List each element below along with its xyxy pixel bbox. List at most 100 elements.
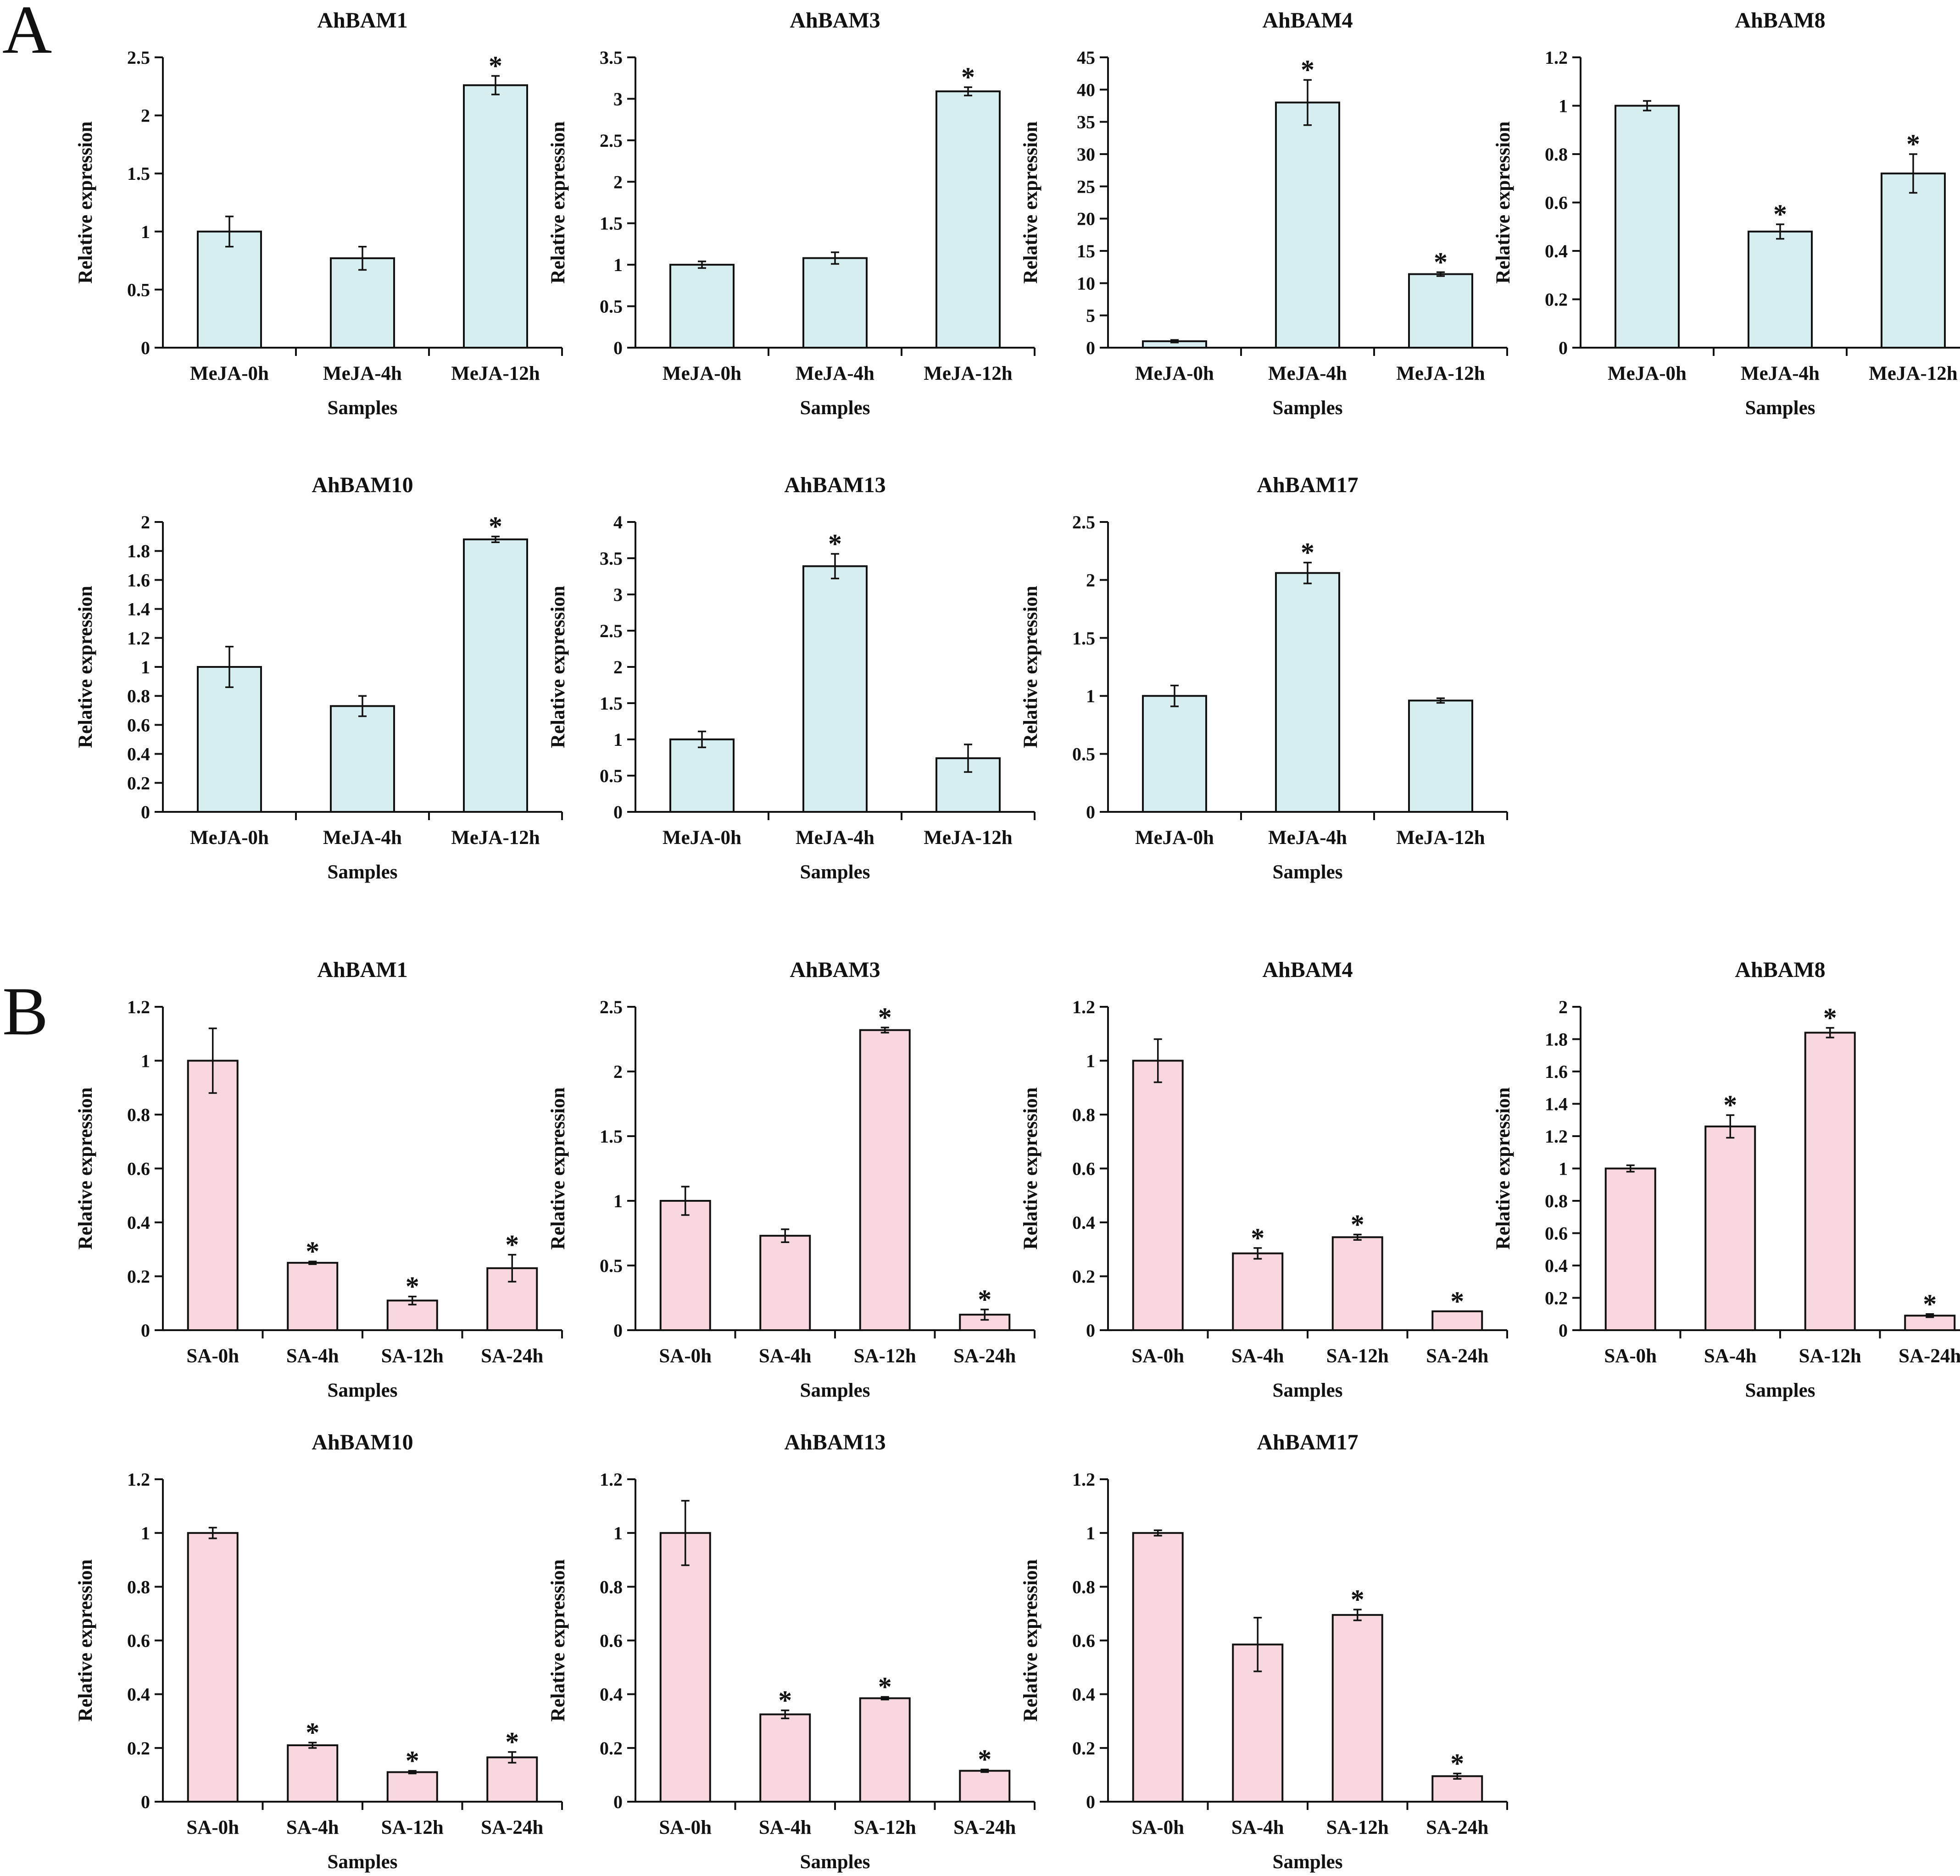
x-category-label: MeJA-0h [663,827,741,849]
x-category-label: MeJA-12h [1869,363,1958,384]
y-tick-label: 35 [1077,112,1095,133]
x-category-label: SA-4h [1231,1817,1284,1838]
significance-marker: * [978,1284,991,1315]
x-category-label: SA-24h [481,1345,543,1367]
bar-sa-12h [1331,1614,1383,1803]
significance-marker: * [306,1236,319,1266]
y-tick-label: 0.8 [127,1576,150,1597]
y-tick-label: 2 [1086,570,1095,590]
significance-marker: * [1351,1209,1364,1239]
y-tick-label: 2 [613,657,623,677]
y-tick-label: 0.4 [1072,1684,1095,1705]
y-tick-label: 0 [141,1320,150,1341]
y-tick-label: 1.5 [600,693,623,714]
y-tick-label: 1 [141,1523,150,1543]
x-category-label: SA-24h [1426,1817,1488,1838]
y-tick-label: 2.5 [600,621,623,641]
y-tick-label: 0.6 [1545,1223,1568,1244]
y-tick-label: 20 [1077,209,1095,229]
significance-marker: * [406,1271,419,1302]
y-axis-title: Relative expression [547,1559,569,1721]
x-category-label: SA-4h [1704,1345,1757,1367]
y-tick-label: 0.2 [127,1266,150,1287]
y-tick-label: 0 [1086,1792,1095,1812]
x-category-label: MeJA-0h [1608,363,1687,384]
x-category-label: MeJA-4h [1268,827,1347,849]
y-tick-label: 0.6 [127,1631,150,1651]
y-tick-label: 0.8 [1072,1576,1095,1597]
bar-meja-12h [1408,699,1473,813]
significance-marker: * [878,1002,892,1032]
y-tick-label: 1.2 [1545,1126,1568,1147]
significance-marker: * [489,511,502,542]
x-axis-title: Samples [800,1851,870,1873]
y-tick-label: 1 [613,255,623,275]
bar-sa-12h [386,1771,438,1803]
y-tick-label: 45 [1077,47,1095,68]
x-axis-title: Samples [328,1851,398,1873]
x-category-label: SA-0h [1131,1345,1184,1367]
y-tick-label: 1.4 [1545,1094,1568,1115]
y-tick-label: 1.5 [600,213,623,234]
significance-marker: * [828,529,842,559]
y-tick-label: 30 [1077,144,1095,165]
y-tick-label: 0.2 [127,773,150,794]
y-axis-title: Relative expression [75,121,96,283]
y-tick-label: 2.5 [1072,512,1095,533]
y-tick-label: 1.2 [600,1469,623,1490]
x-category-label: MeJA-12h [924,827,1013,849]
significance-marker: * [778,1685,792,1715]
y-tick-label: 15 [1077,241,1095,261]
y-tick-label: 0.2 [127,1738,150,1759]
x-axis-title: Samples [800,861,870,883]
chart-b-ahbam3: AhBAM3 0 0.5 1 1.5 2 2.5 SA-0h SA-4h * SA-12h * SA-2… [547,958,1036,1401]
y-tick-label: 1 [141,222,150,242]
chart-title: AhBAM4 [1262,958,1353,982]
x-category-label: SA-24h [1426,1345,1488,1367]
bar-sa-12h [859,1697,911,1803]
y-tick-label: 0 [141,1792,150,1812]
bar-meja-12h [1408,273,1473,349]
x-axis-title: Samples [1273,397,1343,419]
bar-meja-4h [802,565,868,813]
x-category-label: SA-4h [286,1345,339,1367]
bar-sa-4h [1232,1252,1284,1331]
significance-marker: * [1723,1090,1737,1120]
y-tick-label: 0.4 [127,1212,150,1233]
bar-sa-24h [1431,1310,1483,1331]
y-tick-label: 0 [1086,802,1095,822]
bar-sa-4h [287,1262,339,1331]
chart-title: AhBAM4 [1262,8,1353,33]
y-tick-label: 1.2 [127,997,150,1017]
bar-sa-12h [1331,1236,1383,1331]
y-tick-label: 2.5 [127,47,150,68]
y-tick-label: 0.6 [600,1631,623,1651]
y-tick-label: 1.2 [1545,47,1568,68]
x-axis-title: Samples [1273,861,1343,883]
y-tick-label: 0.5 [600,296,623,317]
x-category-label: SA-24h [953,1345,1016,1367]
y-axis-title: Relative expression [1020,586,1041,748]
bar-meja-12h [935,90,1001,349]
x-category-label: MeJA-12h [924,363,1013,384]
bar-meja-4h [330,705,395,813]
y-tick-label: 0.6 [1072,1159,1095,1179]
bar-sa-4h [759,1235,811,1331]
y-tick-label: 0.2 [1072,1738,1095,1759]
x-axis-title: Samples [800,397,870,419]
y-tick-label: 40 [1077,79,1095,100]
y-tick-label: 0.4 [600,1684,623,1705]
y-tick-label: 0 [613,1792,623,1812]
y-tick-label: 0.8 [600,1576,623,1597]
x-category-label: SA-0h [1604,1345,1657,1367]
chart-title: AhBAM17 [1257,1430,1358,1454]
chart-title: AhBAM10 [312,473,413,497]
y-tick-label: 0.8 [1072,1105,1095,1125]
x-axis-title: Samples [328,397,398,419]
x-category-label: MeJA-0h [190,827,269,849]
chart-title: AhBAM3 [790,958,880,982]
x-category-label: SA-12h [854,1817,916,1838]
y-tick-label: 3 [613,89,623,109]
bar-sa-24h [486,1756,538,1803]
y-tick-label: 0 [613,338,623,358]
